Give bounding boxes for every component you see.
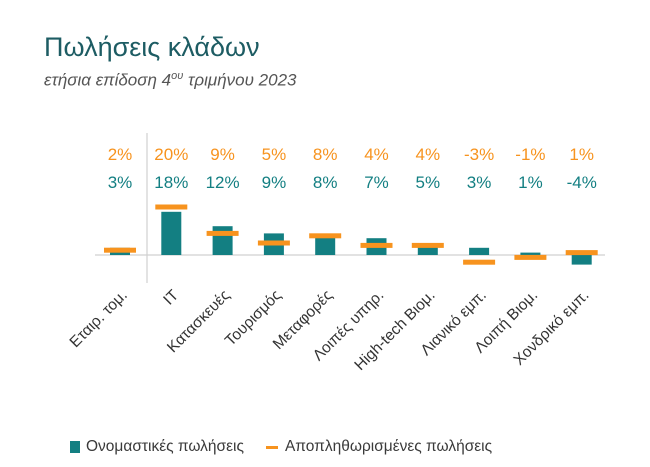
nominal-value-label: 5%	[416, 173, 441, 192]
legend-item-nominal: Ονομαστικές πωλήσεις	[70, 438, 244, 456]
real-value-label: 20%	[154, 145, 188, 164]
subtitle-superscript: ου	[171, 70, 184, 82]
nominal-value-label: 7%	[364, 173, 389, 192]
real-dash	[411, 242, 444, 248]
nominal-value-label: 8%	[313, 173, 338, 192]
real-dash	[514, 254, 547, 260]
real-value-label: 9%	[210, 145, 235, 164]
nominal-value-label: 3%	[108, 173, 133, 192]
chart-subtitle: ετήσια επίδοση 4ου τριμήνου 2023	[44, 70, 297, 90]
real-dash	[360, 242, 393, 248]
nominal-bar	[161, 211, 182, 255]
real-value-label: 4%	[416, 145, 441, 164]
real-value-label: 4%	[364, 145, 389, 164]
nominal-bar	[315, 235, 336, 255]
real-dash	[104, 247, 136, 253]
legend-swatch-bar	[70, 441, 80, 453]
real-dash	[155, 204, 188, 210]
chart-title: Πωλήσεις κλάδων	[44, 32, 260, 62]
real-value-label: 5%	[262, 145, 287, 164]
nominal-bar	[520, 252, 541, 255]
real-value-label: 8%	[313, 145, 338, 164]
real-dash	[565, 250, 598, 256]
legend-label-real: Αποπληθωρισμένες πωλήσεις	[284, 438, 493, 455]
real-dash	[309, 233, 342, 239]
nominal-bar	[212, 226, 233, 255]
real-value-label: -1%	[515, 145, 545, 164]
real-dash	[257, 240, 290, 246]
nominal-value-label: 9%	[262, 173, 287, 192]
real-dash	[206, 230, 239, 236]
nominal-value-label: 18%	[154, 173, 188, 192]
real-dash	[463, 259, 496, 265]
real-value-label: 1%	[569, 145, 594, 164]
category-label: Εταιρ. τομ.	[67, 287, 131, 351]
chart-area: 2%3%Εταιρ. τομ.20%18%IT9%12%Κατασκευές5%…	[67, 133, 605, 374]
legend-swatch-dash	[265, 445, 278, 449]
real-value-label: 2%	[108, 145, 133, 164]
nominal-value-label: 1%	[518, 173, 543, 192]
nominal-value-label: -4%	[567, 173, 597, 192]
legend-label-nominal: Ονομαστικές πωλήσεις	[86, 438, 244, 455]
nominal-value-label: 3%	[467, 173, 492, 192]
nominal-bar	[571, 255, 592, 265]
real-value-label: -3%	[464, 145, 494, 164]
category-label: IT	[160, 286, 182, 308]
legend-item-real: Αποπληθωρισμένες πωλήσεις	[265, 438, 493, 456]
nominal-value-label: 12%	[206, 173, 240, 192]
nominal-bar	[469, 247, 490, 255]
legend: Ονομαστικές πωλήσεις Αποπληθωρισμένες πω…	[70, 438, 514, 456]
